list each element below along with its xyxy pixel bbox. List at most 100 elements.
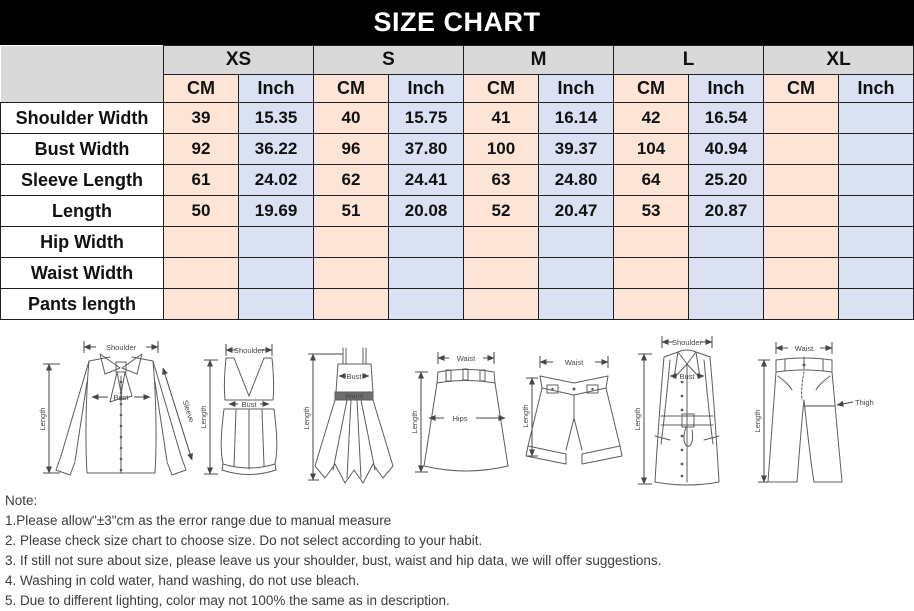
inch-value-cell: 40.94 xyxy=(688,133,765,165)
dress-waist-label: Waist xyxy=(345,392,364,401)
row-label: Length xyxy=(0,195,164,227)
corner-cell xyxy=(0,45,164,103)
vest-top-diagram: Shoulder Length Bust xyxy=(199,344,278,475)
cm-value-cell: 39 xyxy=(163,102,239,134)
cm-value-cell xyxy=(763,102,840,134)
unit-cell-inch: Inch xyxy=(538,74,615,103)
inch-value-cell: 16.14 xyxy=(538,102,615,134)
cm-value-cell xyxy=(163,226,239,258)
coat-drawing xyxy=(654,349,720,486)
unit-cell-inch: Inch xyxy=(688,74,765,103)
notes-section: Note: 1.Please allow"±3"cm as the error … xyxy=(5,491,910,611)
length-dimension-arrow: Length xyxy=(753,359,770,483)
pants-thigh-label: Thigh xyxy=(855,398,874,407)
table-row: Length 50 19.69 51 20.08 52 20.47 53 20.87 xyxy=(0,195,914,227)
cm-value-cell: 104 xyxy=(613,133,690,165)
inch-value-cell xyxy=(838,226,914,258)
cm-value-cell: 40 xyxy=(313,102,390,134)
inch-value-cell: 36.22 xyxy=(237,133,315,165)
inch-value-cell: 39.37 xyxy=(538,133,615,165)
cm-value-cell xyxy=(613,226,690,258)
thigh-dimension-arrow: Thigh xyxy=(805,398,874,407)
cm-value-cell: 50 xyxy=(163,195,239,227)
cm-value-cell xyxy=(463,288,540,320)
inch-value-cell: 19.69 xyxy=(237,195,315,227)
pants-diagram: Waist Length Thigh xyxy=(753,342,874,483)
note-item: 3. If still not sure about size, please … xyxy=(5,553,662,568)
row-label: Waist Width xyxy=(0,257,164,289)
dress-diagram: Length Waist Bust xyxy=(302,347,394,484)
pants-waist-label: Waist xyxy=(795,344,814,353)
inch-value-cell: 24.80 xyxy=(538,164,615,196)
bust-dimension-arrow: Bust xyxy=(669,372,705,381)
cm-value-cell: 51 xyxy=(313,195,390,227)
row-label: Shoulder Width xyxy=(0,102,164,134)
vest-bust-label: Bust xyxy=(241,400,257,409)
note-item: 5. Due to different lighting, color may … xyxy=(5,593,450,608)
cm-value-cell xyxy=(163,288,239,320)
unit-cell-inch: Inch xyxy=(838,74,914,103)
vest-length-label: Length xyxy=(199,406,208,429)
unit-cell-cm: CM xyxy=(313,74,390,103)
length-dimension-arrow: Length xyxy=(199,359,218,475)
note-item: 2. Please check size chart to choose siz… xyxy=(5,533,483,548)
inch-value-cell: 15.35 xyxy=(237,102,315,134)
cm-value-cell xyxy=(463,226,540,258)
length-dimension-arrow: Length xyxy=(410,371,428,473)
table-row: Bust Width 92 36.22 96 37.80 100 39.37 104 40.94 xyxy=(0,133,914,165)
cm-value-cell: 53 xyxy=(613,195,690,227)
table-row: Hip Width xyxy=(0,226,914,258)
cm-value-cell: 92 xyxy=(163,133,239,165)
bust-dimension-arrow: Bust xyxy=(338,372,370,381)
coat-shoulder-label: Shoulder xyxy=(672,338,703,347)
unit-cell-cm: CM xyxy=(763,74,840,103)
unit-cell-cm: CM xyxy=(613,74,690,103)
blouse-length-label: Length xyxy=(38,408,47,431)
unit-cell-cm: CM xyxy=(163,74,239,103)
shoulder-dimension-arrow: Shoulder xyxy=(225,344,273,356)
size-header-m: M xyxy=(463,45,615,75)
sleeve-dimension-arrow: Sleeve xyxy=(162,367,196,461)
cm-value-cell xyxy=(763,257,840,289)
inch-value-cell xyxy=(688,226,765,258)
unit-header-row: CM Inch CM Inch CM Inch CM Inch CM Inch xyxy=(1,74,914,103)
length-dimension-arrow: Length xyxy=(38,363,60,474)
inch-value-cell: 16.54 xyxy=(688,102,765,134)
cm-value-cell: 96 xyxy=(313,133,390,165)
inch-value-cell xyxy=(237,226,315,258)
cm-value-cell xyxy=(313,257,390,289)
cm-value-cell: 41 xyxy=(463,102,540,134)
cm-value-cell: 64 xyxy=(613,164,690,196)
cm-value-cell xyxy=(613,288,690,320)
inch-value-cell xyxy=(838,133,914,165)
notes-list: 1.Please allow"±3"cm as the error range … xyxy=(5,511,910,611)
cm-value-cell xyxy=(463,257,540,289)
coat-diagram: Shoulder Length Bu xyxy=(633,336,720,486)
cm-value-cell xyxy=(763,226,840,258)
skirt-length-label: Length xyxy=(410,411,419,434)
notes-heading: Note: xyxy=(5,493,38,508)
cm-value-cell: 61 xyxy=(163,164,239,196)
unit-cell-inch: Inch xyxy=(237,74,315,103)
size-header-row: XS S M L XL xyxy=(0,45,914,103)
bust-dimension-arrow: Bust xyxy=(91,393,151,402)
cm-value-cell: 63 xyxy=(463,164,540,196)
cm-value-cell xyxy=(763,164,840,196)
bust-dimension-arrow: Bust xyxy=(228,400,270,409)
table-row: Shoulder Width 39 15.35 40 15.75 41 16.14 42 16.… xyxy=(0,102,914,134)
size-header-xs: XS xyxy=(162,45,315,75)
size-table-body: Shoulder Width 39 15.35 40 15.75 41 16.14 42 16.… xyxy=(0,102,914,320)
dress-bust-label: Bust xyxy=(346,372,362,381)
blouse-bust-label: Bust xyxy=(113,393,129,402)
blouse-shoulder-label: Shoulder xyxy=(106,343,137,352)
inch-value-cell xyxy=(388,257,465,289)
size-header-s: S xyxy=(313,45,465,75)
vest-drawing xyxy=(220,357,278,475)
inch-value-cell: 24.41 xyxy=(388,164,465,196)
size-header-xl: XL xyxy=(763,45,914,75)
dress-drawing: Waist xyxy=(314,347,394,484)
inch-value-cell: 25.20 xyxy=(688,164,765,196)
shoulder-dimension-arrow: Shoulder xyxy=(661,336,713,348)
length-dimension-arrow: Length xyxy=(302,353,343,481)
unit-cell-cm: CM xyxy=(463,74,540,103)
